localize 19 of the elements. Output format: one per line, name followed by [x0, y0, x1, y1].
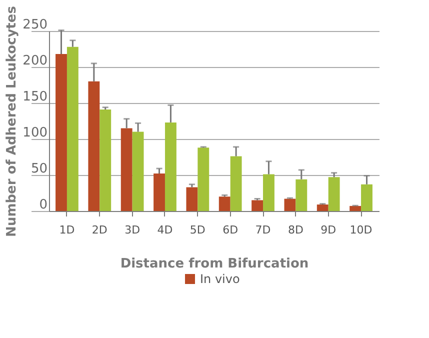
x-tick-label: 4D [157, 224, 173, 236]
y-axis-title: Number of Adhered Leukocytes [4, 6, 20, 237]
x-axis-title: Distance from Bifurcation [120, 256, 309, 272]
y-tick-label: 200 [22, 54, 48, 68]
x-tick-label: 8D [288, 224, 304, 236]
y-tick-label: 250 [22, 18, 48, 32]
legend-label: In vivo [200, 272, 240, 286]
x-tick-label: 2D [92, 224, 108, 236]
y-tick-label: 100 [22, 126, 48, 140]
x-tick-label: 1D [59, 224, 75, 236]
y-tick-label: 50 [30, 162, 48, 176]
x-tick-label: 10D [350, 224, 372, 236]
x-tick-label: 6D [222, 224, 238, 236]
x-tick-label: 9D [320, 224, 336, 236]
y-tick-label: 150 [22, 90, 48, 104]
y-tick-label: 0 [39, 198, 48, 212]
x-tick-label: 7D [255, 224, 271, 236]
x-tick-label: 3D [124, 224, 140, 236]
x-tick-label: 5D [190, 224, 206, 236]
